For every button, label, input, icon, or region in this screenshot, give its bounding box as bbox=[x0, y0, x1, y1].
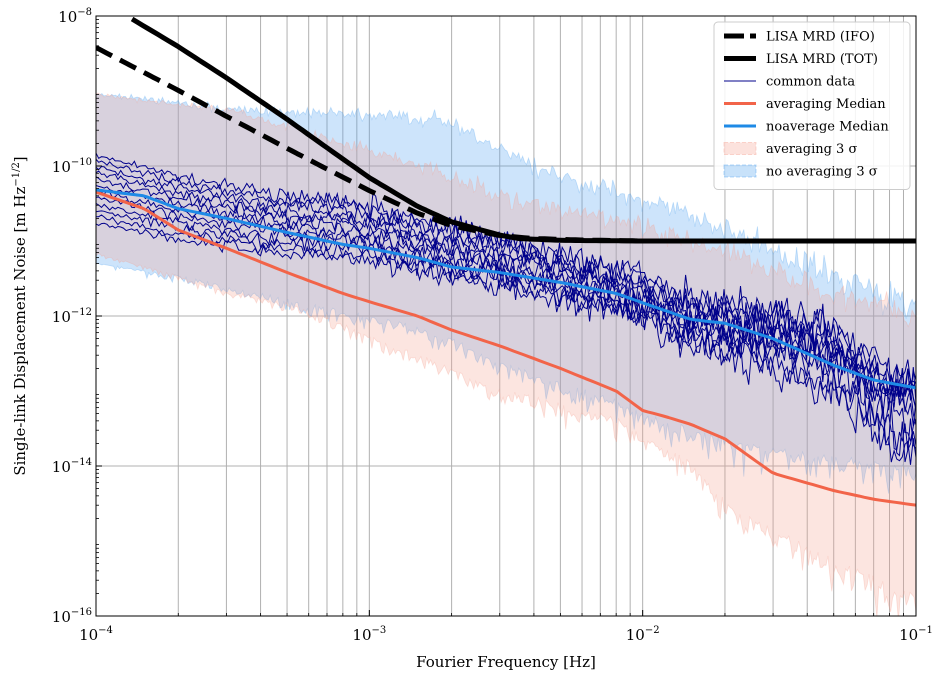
legend-swatch bbox=[723, 164, 757, 178]
line-lisa-mrd-tot bbox=[130, 16, 916, 244]
common-data-line bbox=[96, 222, 916, 465]
x-tick-base: 10 bbox=[352, 626, 371, 644]
y-tick-base: 10 bbox=[52, 458, 71, 476]
legend-swatch bbox=[723, 142, 757, 155]
x-tick-label: 10−2 bbox=[626, 625, 660, 644]
x-tick-exp: −4 bbox=[98, 625, 113, 636]
y-tick-base: 10 bbox=[52, 308, 71, 326]
y-tick-exp: −16 bbox=[71, 607, 92, 618]
x-tick-label: 10−4 bbox=[79, 625, 113, 644]
y-tick-base: 10 bbox=[58, 8, 77, 26]
legend-entry: no averaging 3 σ bbox=[723, 164, 878, 180]
y-tick-base: 10 bbox=[52, 608, 71, 626]
y-axis-label-close: ] bbox=[11, 156, 29, 162]
legend-label: LISA MRD (TOT) bbox=[766, 52, 878, 67]
y-axis-label: Single-link Displacement Noise [m Hz−1/2… bbox=[11, 156, 29, 475]
x-tick-base: 10 bbox=[626, 626, 645, 644]
x-tick-label: 10−1 bbox=[899, 625, 933, 644]
x-tick-exp: −3 bbox=[372, 625, 387, 636]
legend-entry: common data bbox=[724, 75, 855, 90]
y-tick-label: 10−12 bbox=[52, 307, 92, 326]
y-tick-base: 10 bbox=[52, 158, 71, 176]
y-tick-label: 10−14 bbox=[52, 457, 92, 476]
legend: LISA MRD (IFO) LISA MRD (TOT) common data a… bbox=[713, 21, 911, 190]
legend-label: noaverage Median bbox=[766, 120, 889, 135]
y-tick-exp: −14 bbox=[71, 457, 92, 468]
x-tick-exp: −1 bbox=[918, 625, 933, 636]
legend-label: averaging Median bbox=[766, 97, 886, 112]
legend-entry: averaging 3 σ bbox=[723, 142, 857, 157]
y-tick-exp: −10 bbox=[71, 157, 92, 168]
line-noaverage-median bbox=[96, 188, 916, 390]
legend-label: common data bbox=[766, 75, 855, 90]
legend-box bbox=[713, 21, 911, 190]
y-axis-label-exp: −1/2 bbox=[11, 162, 22, 186]
common-data-line bbox=[96, 202, 916, 463]
line-averaging-median bbox=[96, 190, 916, 507]
x-tick-label: 10−3 bbox=[352, 625, 386, 644]
y-axis-label-main: Single-link Displacement Noise [m Hz bbox=[11, 187, 29, 476]
legend-entry: averaging Median bbox=[724, 97, 886, 112]
y-tick-exp: −12 bbox=[71, 307, 92, 318]
legend-label: averaging 3 σ bbox=[766, 142, 857, 157]
legend-label: no averaging 3 σ bbox=[766, 165, 878, 180]
y-tick-label: 10−16 bbox=[52, 607, 92, 626]
y-tick-exp: −8 bbox=[77, 7, 92, 18]
legend-label: LISA MRD (IFO) bbox=[766, 30, 875, 45]
x-axis-label: Fourier Frequency [Hz] bbox=[416, 653, 596, 671]
plot-area bbox=[96, 16, 916, 616]
x-tick-base: 10 bbox=[79, 626, 98, 644]
x-tick-exp: −2 bbox=[645, 625, 660, 636]
legend-entry: LISA MRD (TOT) bbox=[724, 52, 878, 67]
y-tick-label: 10−10 bbox=[52, 157, 92, 176]
x-tick-base: 10 bbox=[899, 626, 918, 644]
y-tick-label: 10−8 bbox=[58, 7, 92, 26]
legend-entry: noaverage Median bbox=[724, 120, 889, 135]
common-data-line bbox=[96, 185, 916, 452]
common-data-line bbox=[96, 152, 916, 389]
legend-entry: LISA MRD (IFO) bbox=[724, 30, 875, 45]
